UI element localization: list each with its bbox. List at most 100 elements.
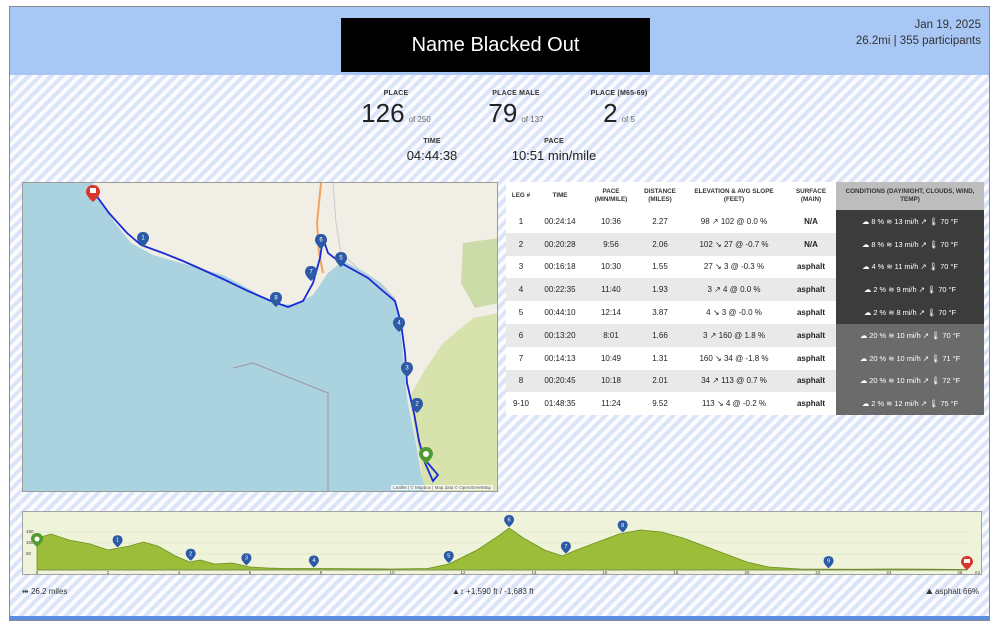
thermometer-icon: 🌡 xyxy=(928,239,941,249)
map-leg-marker[interactable]: 6 xyxy=(315,234,327,249)
map-canvas: 1 2 3 4 5 6 7 8 xyxy=(23,183,497,491)
x-tick-label: 22 xyxy=(815,570,821,574)
time-cell: 00:24:14 xyxy=(536,210,584,233)
profile-marker-label: 3 xyxy=(245,556,248,562)
col-leg: LEG # xyxy=(506,182,536,210)
surface-cell: asphalt xyxy=(786,346,836,370)
time-cell: 00:20:28 xyxy=(536,232,584,256)
profile-leg-marker[interactable]: 2 xyxy=(185,548,196,561)
race-date: Jan 19, 2025 xyxy=(914,19,981,31)
distance-cell: 3.87 xyxy=(638,301,682,324)
clouds-value: 20 % xyxy=(869,376,887,386)
stat-place-male: PLACE MALE 79 of 137 xyxy=(488,90,544,128)
temp-value: 70 °F xyxy=(940,262,958,272)
table-row: 7 00:14:13 10:49 1.31 160 ↘ 34 @ -1.8 % aspha… xyxy=(506,346,984,370)
profile-leg-marker[interactable]: 9 xyxy=(823,556,834,569)
table-row: 4 00:22:35 11:40 1.93 3 ↗ 4 @ 0.0 % asphalt ☁ … xyxy=(506,278,984,302)
profile-leg-marker[interactable]: 3 xyxy=(241,553,252,566)
distance-cell: 9.52 xyxy=(638,392,682,416)
distance-cell: 2.01 xyxy=(638,369,682,393)
wind-value: 11 mi/h ↗ xyxy=(894,262,927,272)
elevation-cell: 34 ↗ 113 @ 0.7 % xyxy=(682,369,786,393)
map-leg-marker[interactable]: 1 xyxy=(137,232,149,247)
x-tick-label: 12 xyxy=(460,570,466,574)
distance-cell: 2.27 xyxy=(638,210,682,233)
profile-marker-label: 5 xyxy=(447,554,450,560)
route-map[interactable]: 1 2 3 4 5 6 7 8 Leaflet | © Mapbox | Map data ©… xyxy=(22,182,498,492)
table-row: 8 00:20:45 10:18 2.01 34 ↗ 113 @ 0.7 % asphal… xyxy=(506,369,984,393)
map-marker-label: 2 xyxy=(415,402,419,408)
x-tick-label: 14 xyxy=(531,570,537,574)
clouds-value: 8 % xyxy=(871,216,885,226)
surface-cell: asphalt xyxy=(786,301,836,324)
profile-leg-marker[interactable]: 1 xyxy=(112,535,123,548)
profile-marker-label: 6 xyxy=(508,518,511,524)
profile-leg-marker[interactable]: 7 xyxy=(560,541,571,554)
distance-icon: ⇹ xyxy=(22,587,29,596)
elevation-cell: 27 ↘ 3 @ -0.3 % xyxy=(682,255,786,279)
temp-value: 75 °F xyxy=(940,399,959,409)
map-leg-marker[interactable]: 7 xyxy=(305,266,317,281)
thermometer-icon: 🌡 xyxy=(928,399,941,409)
time-cell: 00:44:10 xyxy=(536,301,584,324)
x-tick-label: 18 xyxy=(673,570,679,574)
profile-finish-marker[interactable] xyxy=(961,556,973,570)
profile-leg-marker[interactable]: 6 xyxy=(504,515,515,527)
stat-place-male-of: of 137 xyxy=(521,115,544,124)
leg-cell: 1 xyxy=(506,210,536,233)
runner-name: Name Blacked Out xyxy=(341,18,650,72)
clouds-value: 2 % xyxy=(873,308,887,318)
map-marker-label: 4 xyxy=(397,321,401,327)
stat-time: TIME 04:44:38 xyxy=(392,138,472,163)
leg-cell: 9-10 xyxy=(506,392,536,416)
map-leg-marker[interactable]: 5 xyxy=(335,252,347,267)
footer-distance: ⇹ 26.2 miles xyxy=(22,587,67,596)
distance-cell: 1.93 xyxy=(638,278,682,302)
wind-value: 8 mi/h ↗ xyxy=(896,308,925,318)
surface-cell: asphalt xyxy=(786,323,836,347)
conditions-cell: ☁ 2 % ≋ 9 mi/h ↗ 🌡 70 °F xyxy=(836,278,984,302)
cloud-icon: ☁ xyxy=(863,308,874,318)
temp-value: 70 °F xyxy=(938,308,957,318)
profile-marker-label: 8 xyxy=(621,523,624,529)
elevation-area xyxy=(36,527,968,571)
profile-start-marker[interactable] xyxy=(31,533,43,547)
map-marker-label: 1 xyxy=(141,236,145,242)
map-leg-marker[interactable]: 3 xyxy=(401,362,413,377)
cloud-icon: ☁ xyxy=(861,239,872,249)
leg-cell: 4 xyxy=(506,278,536,302)
map-leg-markers: 1 2 3 4 5 6 7 8 xyxy=(137,232,423,413)
table-row: 3 00:16:18 10:30 1.55 27 ↘ 3 @ -0.3 % asphalt… xyxy=(506,255,984,279)
profile-leg-marker[interactable]: 8 xyxy=(617,520,628,533)
wind-value: 13 mi/h ↗ xyxy=(894,216,927,226)
wind-value: 9 mi/h ↗ xyxy=(896,285,925,295)
stat-place-male-value: 79 xyxy=(488,98,518,128)
table-header: LEG # TIME PACE (MIN/MILE) DISTANCE (MIL… xyxy=(506,182,984,210)
clouds-value: 2 % xyxy=(873,285,887,295)
col-conditions: CONDITIONS (DAY/NIGHT, CLOUDS, WIND, TEM… xyxy=(836,182,984,210)
footer-surface-value: asphalt 66% xyxy=(934,587,979,596)
time-cell: 00:22:35 xyxy=(536,278,584,302)
cloud-icon: ☁ xyxy=(859,376,870,386)
map-finish-marker[interactable] xyxy=(419,447,433,464)
footer-elevation: ▲↕ +1,590 ft / -1,683 ft xyxy=(452,587,534,596)
x-tick-label: 26 xyxy=(957,570,963,574)
profile-leg-markers: 1 2 3 4 5 6 7 8 9 xyxy=(112,515,834,569)
profile-leg-marker[interactable]: 4 xyxy=(308,555,319,568)
map-marker-label: 5 xyxy=(339,256,343,262)
map-leg-marker[interactable]: 8 xyxy=(270,292,282,307)
table-row: 5 00:44:10 12:14 3.87 4 ↘ 3 @ -0.0 % asphalt ☁… xyxy=(506,301,984,324)
profile-leg-marker[interactable]: 5 xyxy=(443,551,454,563)
map-leg-marker[interactable]: 2 xyxy=(411,398,423,413)
map-leg-marker[interactable]: 4 xyxy=(393,317,405,332)
elevation-icon: ▲↕ xyxy=(452,587,464,596)
leg-cell: 2 xyxy=(506,232,536,256)
thermometer-icon: 🌡 xyxy=(928,216,941,226)
pace-cell: 10:18 xyxy=(584,369,638,393)
map-start-marker[interactable] xyxy=(86,185,100,202)
x-tick-label: 16 xyxy=(602,570,608,574)
time-cell: 00:14:13 xyxy=(536,346,584,370)
stat-place-age: PLACE (M65-69) 2 of 5 xyxy=(590,90,648,128)
wind-icon: ≋ xyxy=(888,330,897,340)
